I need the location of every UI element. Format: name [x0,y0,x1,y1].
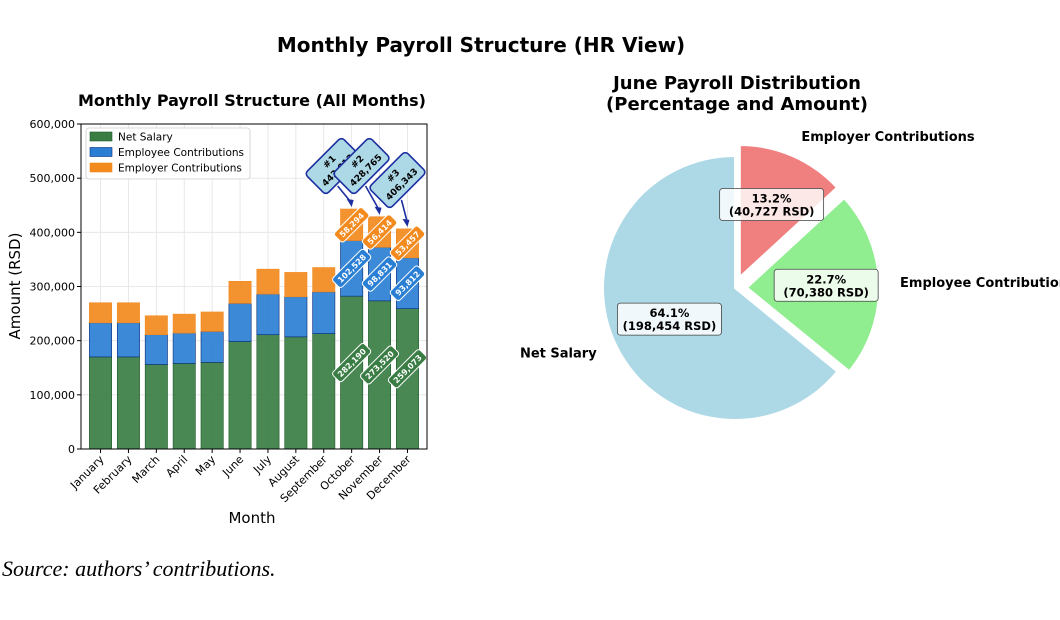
pie-amount-label: (70,380 RSD) [783,285,869,299]
pie-percent-label: 13.2% [752,191,792,205]
employer-contributions-bar [116,302,140,324]
pie-labels: 64.1%(198,454 RSD) Net Salary 22.7%(70,380… [520,130,1060,362]
net-salary-bar [256,334,280,450]
callout-arrow [400,199,409,224]
legend-swatch [89,131,113,142]
x-tick-label: July [250,453,274,477]
employee-contributions-bar [312,291,336,334]
pie-percent-label: 22.7% [806,272,846,286]
net-salary-bar [200,362,224,450]
employer-contributions-bar [200,311,224,332]
value-label-box [389,265,426,301]
employer-contributions-bar [312,267,336,293]
callout-arrowhead [374,206,382,215]
x-tick-label: May [193,453,219,479]
callout-arrowhead [346,199,354,208]
employee-contributions-bar [89,322,112,358]
employer-contributions-bar [89,302,112,324]
legend-label: Employee Contributions [118,147,244,159]
employee-contributions-bar [172,332,196,364]
employer-contributions-bar [228,281,252,304]
legend-box [85,127,251,180]
employer-contributions-bar [256,268,280,295]
pie-slice-label: Employer Contributions [801,130,975,145]
pie-slice-label: Net Salary [520,347,597,362]
value-label-box [361,256,398,292]
x-tick-label: April [163,453,190,480]
callout-box [333,137,390,195]
y-tick-label: 400,000 [30,226,76,239]
y-tick-label: 200,000 [30,335,76,348]
pie-value-box [719,188,825,221]
y-tick-label: 100,000 [30,389,76,402]
pie-amount-label: (198,454 RSD) [623,319,717,333]
x-tick-label: March [130,453,163,486]
y-tick-label: 300,000 [30,281,76,294]
employee-contributions-bar [228,303,252,342]
pie-chart: June Payroll Distribution (Percentage an… [520,73,1060,421]
employee-contributions-bar [144,334,168,365]
pie-amount-label: (40,727 RSD) [729,204,815,218]
pie-chart-title-line-1: June Payroll Distribution [611,73,861,94]
value-label-box [389,225,426,262]
pie-value-box [773,268,879,302]
y-tick-label: 0 [68,443,75,456]
figure-caption: Source: authors’ contributions. [2,556,276,581]
net-salary-bar [228,341,252,450]
value-label-box [387,349,428,389]
value-label-box [333,207,370,243]
pie-value-box [617,302,722,336]
x-axis-label: Month [228,509,275,527]
y-axis-label: Amount (RSD) [6,233,24,340]
x-tick-label: June [219,453,246,480]
net-salary-bar [284,336,308,450]
y-tick-label: 500,000 [30,172,76,185]
employer-contributions-bar [172,313,196,334]
employer-contributions-bar [144,315,168,336]
value-label-box [332,248,372,288]
figure-title: Monthly Payroll Structure (HR View) [277,33,685,57]
legend-label: Employer Contributions [118,163,242,175]
bar-chart-title: Monthly Payroll Structure (All Months) [78,91,426,110]
legend-swatch [89,147,113,157]
net-salary-bar [312,333,336,450]
pie-chart-title-line-2: (Percentage and Amount) [606,94,868,115]
y-tick-label: 600,000 [30,118,76,131]
net-salary-bar [116,356,140,450]
net-salary-bar [172,363,196,450]
employee-contributions-bar [256,293,280,336]
legend-label: Net Salary [118,132,173,144]
net-salary-bar [89,356,112,450]
employee-contributions-bar [116,322,140,358]
bar-chart: Monthly Payroll Structure (All Months) 2… [6,91,428,527]
pie-percent-label: 64.1% [649,306,689,320]
value-label-box [360,345,400,385]
value-label-box [332,343,372,383]
pie-slice-label: Employee Contribution [900,276,1060,291]
pie-slice-net-salary [602,154,839,421]
callout-box [369,151,426,209]
value-label-box [361,214,398,250]
bar-chart-legend: Net Salary Employee Contributions Employer… [85,127,251,180]
callout-arrow [364,185,381,212]
employer-contributions-bar [284,272,308,298]
employee-contributions-bar [200,331,224,363]
legend-swatch [89,162,113,173]
employee-contributions-bar [284,296,308,338]
net-salary-bar [144,364,168,450]
callout-arrowhead [402,218,410,227]
